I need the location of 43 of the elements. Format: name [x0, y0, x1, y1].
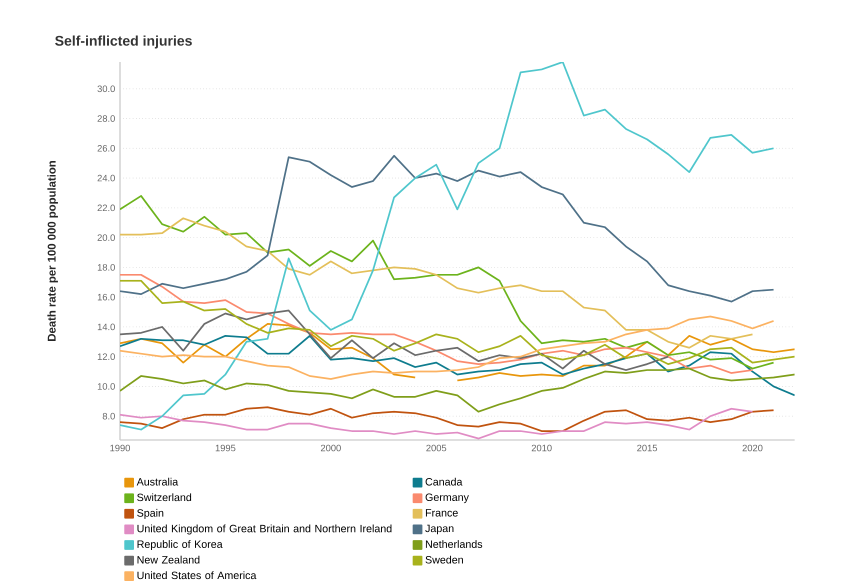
- y-tick-label: 26.0: [98, 145, 115, 152]
- line-series: [120, 154, 774, 302]
- legend-label: Germany: [426, 493, 469, 504]
- line-series: [120, 406, 774, 432]
- legend-label: Switzerland: [137, 493, 192, 502]
- line-series: [120, 368, 795, 413]
- line-series: [120, 310, 670, 371]
- y-tick-label: 30.0: [97, 85, 115, 92]
- legend-label: United States of America: [137, 571, 256, 580]
- line-series: [120, 62, 774, 430]
- line-series: [120, 274, 754, 374]
- x-tick-label: 1990: [110, 444, 130, 452]
- legend-label: New Zealand: [138, 556, 200, 564]
- line-series: [120, 334, 795, 396]
- legend-label: Sweden: [426, 556, 463, 564]
- line-series: [120, 195, 774, 370]
- legend-label: Australia: [136, 478, 178, 486]
- legend-label: United Kingdom of Great Britain and Northern Ireland: [137, 524, 392, 534]
- x-tick-label: 2015: [637, 444, 658, 452]
- y-tick-label: 16.0: [98, 294, 115, 300]
- y-axis-title: Death rate per 100 000 population: [47, 161, 58, 341]
- y-tick-label: 18.0: [98, 264, 115, 271]
- line-series: [120, 408, 754, 440]
- legend-label: Canada: [426, 478, 462, 486]
- legend-label: France: [426, 509, 458, 517]
- x-tick-label: 2000: [320, 444, 341, 452]
- y-tick-label: 24.0: [98, 174, 115, 182]
- y-tick-label: 14.0: [98, 324, 115, 330]
- legend-label: Netherlands: [426, 540, 482, 548]
- y-tick-label: 22.0: [98, 204, 115, 212]
- x-tick-label: 1995: [216, 444, 236, 452]
- y-tick-label: 20.0: [98, 234, 115, 241]
- y-tick-label: 10.0: [98, 383, 115, 390]
- x-tick-label: 2005: [426, 444, 446, 452]
- legend-label: Japan: [425, 524, 454, 534]
- legend-label: Spain: [137, 508, 164, 519]
- y-tick-label: 8.0: [102, 412, 115, 420]
- legend-label: Republic of Korea: [138, 540, 223, 550]
- y-tick-label: 28.0: [98, 115, 115, 122]
- y-tick-label: 12.0: [98, 353, 115, 360]
- x-tick-label: 2010: [532, 444, 552, 452]
- chart-title: Self-inflicted injuries: [55, 35, 192, 49]
- x-tick-label: 2020: [742, 444, 763, 452]
